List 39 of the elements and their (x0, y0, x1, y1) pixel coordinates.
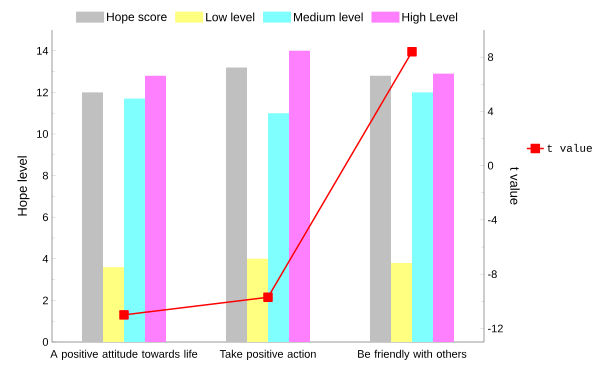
y-tick-label: 10 (37, 130, 48, 138)
point (407, 46, 417, 56)
bar (103, 267, 124, 342)
x-tick-label: A positive attitude towards life (50, 350, 198, 360)
bar (145, 76, 166, 342)
y-tick-label: 8 (42, 172, 48, 180)
y2-tick-label: -12 (488, 324, 503, 332)
y2-tick-label: -8 (488, 270, 497, 278)
bar (370, 76, 391, 342)
bar (433, 74, 454, 342)
legend-label: t value (548, 144, 592, 152)
bar (268, 113, 289, 342)
bar (82, 92, 103, 342)
legend-label: High Level (402, 12, 458, 24)
bar (412, 92, 434, 342)
point (263, 292, 273, 302)
bar (226, 67, 247, 342)
bar (247, 258, 268, 342)
y-axis-title: Hope level (17, 156, 30, 216)
y-tick-label: 2 (42, 296, 48, 304)
legend-label: Low level (206, 12, 254, 22)
bar (289, 50, 310, 342)
bar (124, 98, 145, 342)
y-tick-label: 4 (42, 255, 48, 263)
y2-axis-title: t value (510, 167, 520, 204)
y-tick-label: 12 (37, 88, 48, 96)
y-tick-label: 6 (42, 213, 48, 222)
y2-tick-label: -4 (488, 216, 497, 224)
y-tick-label: 0 (42, 338, 48, 346)
y2-tick-label: 0 (488, 162, 494, 170)
legend-label: Hope score (107, 12, 167, 24)
y2-tick-label: 4 (488, 108, 494, 116)
legend-label: Medium level (294, 12, 363, 22)
x-tick-label: Take positive action (220, 350, 316, 360)
y2-tick-label: 8 (488, 53, 494, 62)
x-tick-label: Be friendly with others (358, 350, 466, 360)
bar (391, 262, 412, 342)
point (119, 310, 129, 320)
y-tick-label: 14 (37, 47, 48, 55)
